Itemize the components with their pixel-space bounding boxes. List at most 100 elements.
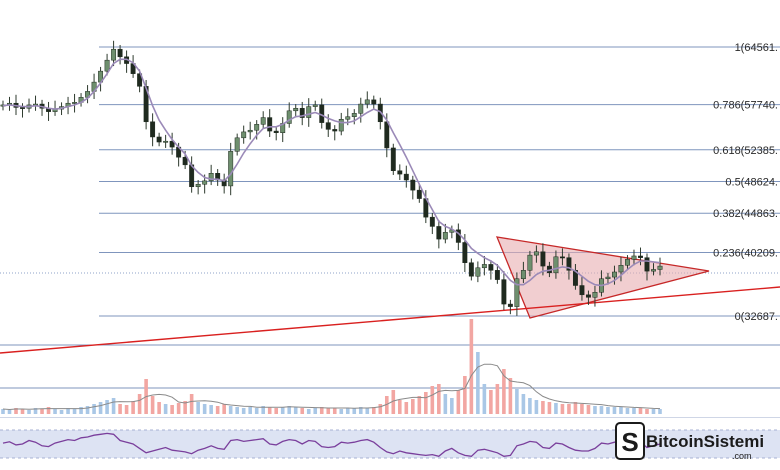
- volume-bar: [502, 369, 506, 414]
- candle-body: [501, 279, 507, 305]
- volume-bar: [384, 396, 389, 414]
- candle: [117, 44, 123, 65]
- volume-bar: [437, 384, 441, 414]
- volume-bar: [176, 403, 181, 414]
- candle: [657, 257, 663, 276]
- candle: [436, 220, 442, 249]
- volume-bar: [124, 405, 129, 414]
- candle-body: [553, 256, 559, 274]
- candle: [520, 261, 526, 283]
- volume-bar: [469, 319, 474, 414]
- fib-level-label: 1(64561.: [735, 42, 778, 54]
- candle-body: [364, 99, 370, 105]
- rsi-line: [2, 432, 661, 458]
- candle-body: [527, 254, 533, 271]
- volume-bar: [632, 408, 636, 414]
- candle: [397, 164, 403, 181]
- volume-bar: [573, 402, 578, 414]
- volume-bar: [222, 404, 226, 414]
- candle: [494, 263, 500, 284]
- candle-body: [416, 189, 422, 199]
- volume-bar: [293, 407, 298, 414]
- candle: [481, 255, 487, 276]
- candle: [429, 212, 435, 235]
- volume-bar: [482, 384, 487, 414]
- volume-bar: [267, 407, 272, 414]
- candle: [553, 250, 559, 279]
- volume-bar: [411, 399, 415, 414]
- candle-body: [494, 270, 500, 280]
- long-term-trendline[interactable]: [0, 286, 780, 354]
- candle-body: [462, 242, 468, 263]
- rsi-panel-top-border: [0, 417, 780, 418]
- candle-body: [195, 183, 201, 188]
- volume-bar: [599, 406, 604, 414]
- volume-bar: [489, 390, 493, 414]
- candle: [260, 111, 266, 129]
- candle-body: [325, 122, 331, 130]
- candle: [234, 133, 240, 156]
- candle-body: [20, 107, 25, 109]
- candle: [566, 253, 572, 280]
- volume-bar: [352, 408, 357, 414]
- symmetrical-triangle-pattern[interactable]: [495, 236, 710, 319]
- candle: [208, 164, 214, 186]
- volume-bar: [658, 409, 662, 414]
- candle-body: [488, 264, 494, 271]
- candle-body: [338, 119, 344, 132]
- candle-body: [585, 294, 591, 298]
- candle: [150, 113, 156, 147]
- candle: [651, 263, 656, 276]
- candle: [195, 180, 201, 195]
- candle-body: [618, 265, 624, 273]
- candle-body: [436, 226, 442, 240]
- candle: [371, 95, 377, 110]
- volume-bar: [560, 404, 565, 414]
- volume-bar: [202, 404, 207, 414]
- volume-bar: [398, 400, 402, 414]
- candle: [605, 272, 611, 285]
- candle-body: [631, 255, 637, 260]
- volume-bar: [85, 406, 90, 414]
- volume-bar: [391, 390, 396, 414]
- candle: [501, 271, 507, 310]
- candle: [104, 53, 110, 76]
- candle-body: [182, 156, 188, 166]
- candle-body: [605, 276, 611, 280]
- candle: [559, 248, 565, 266]
- candle-body: [540, 251, 546, 267]
- fib-level-label: 0.786(57740.: [713, 100, 778, 112]
- candle-body: [371, 99, 377, 105]
- candle-body: [104, 59, 110, 72]
- candle-body: [254, 124, 260, 131]
- candle: [612, 265, 617, 285]
- volume-bar: [417, 396, 422, 414]
- moving-average-line: [2, 58, 661, 287]
- candle-body: [612, 271, 617, 278]
- candle-body: [625, 259, 630, 266]
- volume-bar: [430, 386, 435, 414]
- volume-bar: [508, 378, 513, 414]
- volume-bar: [443, 394, 448, 414]
- candle-body: [306, 106, 312, 118]
- candle: [644, 253, 650, 281]
- volume-bar: [371, 407, 376, 414]
- candle-body: [247, 129, 253, 133]
- volume-bar: [424, 392, 428, 414]
- volume-bar: [358, 407, 363, 414]
- volume-bar: [326, 408, 331, 414]
- volume-bar: [196, 402, 200, 414]
- candle: [475, 261, 481, 283]
- fib-level-label: 0.5(48624.: [725, 177, 778, 189]
- volume-bar: [111, 398, 116, 414]
- candle: [338, 112, 344, 136]
- volume-bar: [131, 401, 135, 414]
- candle-body: [468, 262, 474, 277]
- volume-bar: [300, 408, 305, 414]
- candle: [241, 125, 247, 144]
- candle: [514, 272, 520, 316]
- candle: [410, 175, 416, 200]
- candle-body: [403, 173, 409, 181]
- watermark-text: BitcoinSistemi: [646, 432, 764, 451]
